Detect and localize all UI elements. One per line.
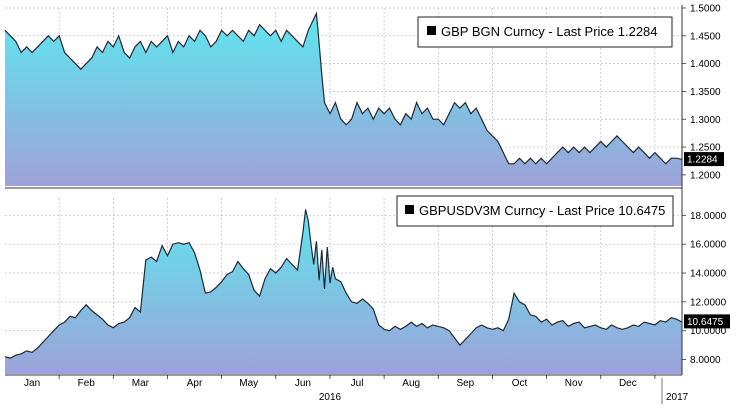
bottom-last-price-box	[684, 314, 730, 329]
top-y-tick-label: 1.4500	[690, 31, 721, 42]
x-month-label: Jun	[295, 378, 311, 389]
bottom-last-price-tag: 10.6475	[684, 314, 730, 329]
top-last-price-box	[684, 152, 724, 167]
top-last-price-tag: 1.2284	[684, 152, 724, 167]
top-y-tick-label: 1.5000	[690, 4, 721, 15]
top-y-axis: 1.2000 1.2500 1.3000 1.3500 1.4000 1.4500 1.50…	[682, 4, 721, 181]
bottom-legend-label: GBPUSDV3M Curncy - Last Price 10.6475	[419, 203, 665, 218]
x-month-label: Feb	[78, 378, 96, 389]
top-last-price-label: 1.2284	[687, 155, 718, 166]
bottom-legend: GBPUSDV3M Curncy - Last Price 10.6475	[396, 195, 674, 227]
top-y-tick-label: 1.3500	[690, 87, 721, 98]
top-legend: GBP BGN Curncy - Last Price 1.2284	[417, 16, 673, 48]
top-series-area	[5, 13, 682, 186]
top-panel: 1.2000 1.2500 1.3000 1.3500 1.4000 1.4500 1.50…	[4, 4, 724, 186]
top-legend-box	[417, 16, 673, 48]
bottom-series-area	[5, 209, 682, 374]
bottom-legend-box	[396, 195, 674, 227]
x-month-label: Apr	[187, 378, 203, 389]
bottom-y-tick-label: 14.0000	[690, 269, 727, 280]
x-axis: Jan Feb Mar Apr May Jun Jul Aug Sep Oct Nov Dec	[24, 375, 656, 389]
x-month-label: Jul	[351, 378, 364, 389]
bottom-series-line	[4, 209, 683, 359]
x-month-label: Oct	[512, 378, 528, 389]
x-month-label: May	[239, 378, 258, 389]
x-month-label: Mar	[132, 378, 150, 389]
x-month-label: Jan	[24, 378, 40, 389]
bottom-y-axis: 8.0000 10.0000 12.0000 14.0000 16.0000 18.000…	[682, 211, 727, 366]
x-month-label: Dec	[619, 378, 637, 389]
top-y-tick-label: 1.2000	[690, 170, 721, 181]
top-legend-label: GBP BGN Curncy - Last Price 1.2284	[441, 24, 658, 39]
x-year-label-2017: 2017	[666, 392, 689, 403]
top-y-tick-label: 1.3000	[690, 115, 721, 126]
top-legend-swatch	[427, 26, 436, 35]
x-month-label: Sep	[456, 378, 474, 389]
bottom-y-tick-label: 12.0000	[690, 297, 727, 308]
x-year-label-2016: 2016	[319, 392, 342, 403]
bottom-panel: 8.0000 10.0000 12.0000 14.0000 16.0000 18.000…	[4, 195, 730, 374]
bottom-legend-swatch	[405, 205, 414, 214]
bottom-y-tick-label: 16.0000	[690, 240, 727, 251]
x-month-label: Nov	[565, 378, 583, 389]
bottom-y-tick-label: 10.0000	[690, 326, 727, 337]
top-series-line	[4, 11, 683, 165]
bottom-y-tick-label: 18.0000	[690, 211, 727, 222]
top-y-tick-label: 1.2500	[690, 143, 721, 154]
bottom-last-price-label: 10.6475	[687, 317, 724, 328]
bottom-y-tick-label: 8.0000	[690, 355, 721, 366]
top-y-tick-label: 1.4000	[690, 59, 721, 70]
x-month-label: Aug	[402, 378, 420, 389]
